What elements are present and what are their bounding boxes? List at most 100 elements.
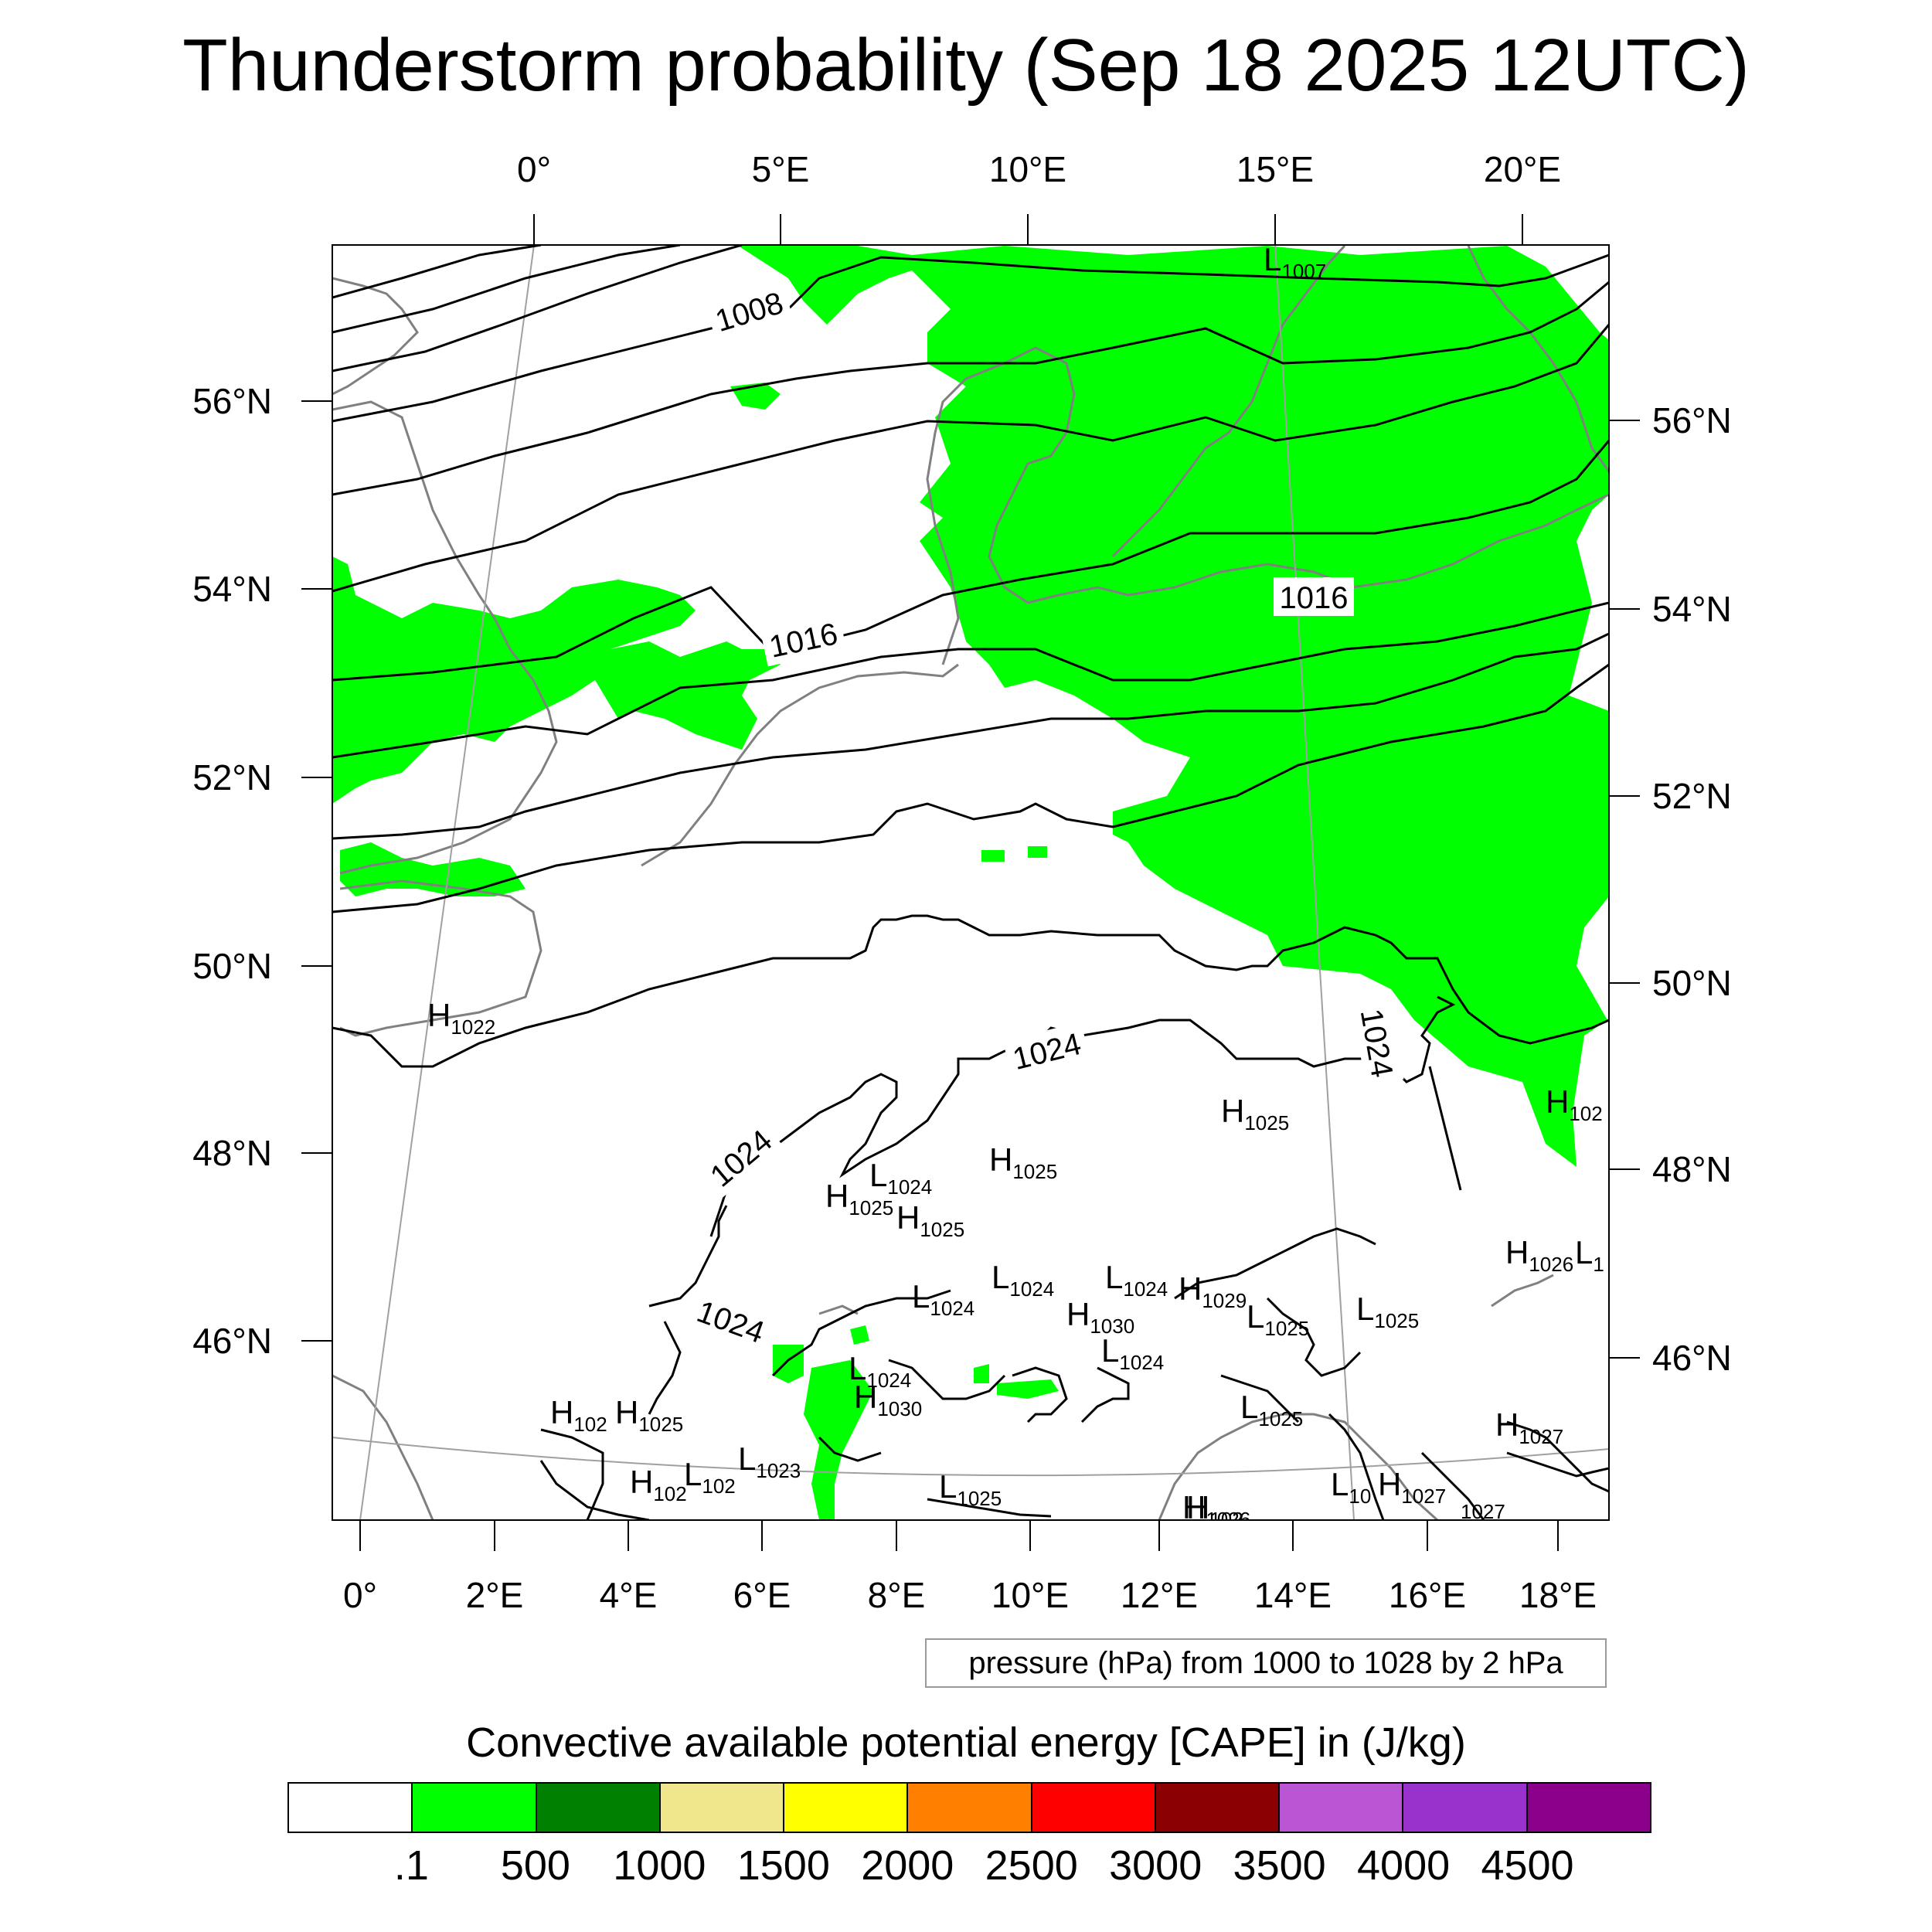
lat-label-left: 54°N	[192, 569, 272, 609]
lat-label-right: 54°N	[1652, 589, 1732, 629]
lon-label-bottom: 4°E	[600, 1575, 658, 1615]
pressure-center: H1025	[615, 1394, 683, 1436]
cape-region-alps-1	[773, 1345, 804, 1383]
cape-region-west	[332, 556, 781, 804]
coastline-layer	[332, 245, 1609, 1520]
lat-label-left: 48°N	[192, 1133, 272, 1173]
isobar-29	[818, 1436, 882, 1462]
isobar-8	[332, 601, 1609, 759]
lon-label-bottom: 6°E	[733, 1575, 791, 1615]
isobar-25	[1506, 1451, 1609, 1478]
graticule-layer	[332, 245, 1609, 1520]
colorbar-label: 1000	[613, 1842, 706, 1889]
pressure-center: L102	[684, 1456, 736, 1498]
pressure-center: H102	[1186, 1489, 1243, 1531]
isobar-11	[332, 914, 1609, 1068]
colorbar-labels: .1 500 1000 1500 2000 2500 3000 3500 4000 4500	[287, 1842, 1651, 1896]
lon-label-bottom: 18°E	[1519, 1575, 1597, 1615]
pressure-center: L1024	[1101, 1332, 1164, 1374]
isobar-7	[332, 440, 1609, 682]
colorbar-label: 3500	[1233, 1842, 1326, 1889]
pressure-center: L1023	[738, 1440, 801, 1482]
pressure-center: L1025	[1240, 1389, 1303, 1430]
isobar-4	[332, 253, 1609, 423]
top-longitude-labels: 0° 5°E 10°E 15°E 20°E	[517, 149, 1561, 189]
coastline-sweden	[1111, 245, 1346, 558]
cape-region-alps-5	[850, 1325, 869, 1345]
pressure-center-layer: L1007 H1022 H1025 H102 L1024 H1025 H1025…	[427, 245, 1604, 1531]
colorbar-label: 2000	[861, 1842, 954, 1889]
pressure-center: H1026	[1505, 1234, 1573, 1276]
pressure-center: L1	[1575, 1234, 1604, 1276]
pressure-center: L1024	[992, 1259, 1054, 1301]
lon-label-top: 20°E	[1484, 149, 1561, 189]
pressure-center: L1024	[912, 1278, 975, 1320]
isobar-label: 1016	[767, 617, 841, 665]
isobar-10	[332, 663, 1609, 913]
isobar-30	[1220, 1374, 1300, 1423]
isobar-label: 1016	[1280, 581, 1349, 615]
colorbar-swatch	[784, 1784, 909, 1832]
contour-info-box: pressure (hPa) from 1000 to 1028 by 2 hP…	[925, 1638, 1607, 1688]
isobar-13	[648, 1205, 728, 1308]
pressure-center: H102	[630, 1464, 687, 1505]
lat-label-right: 50°N	[1652, 963, 1732, 1003]
coastline-scotland	[332, 277, 419, 396]
isobar-layer	[332, 245, 1609, 1520]
cape-region-center-patch	[981, 850, 1005, 862]
colorbar-label: 4000	[1357, 1842, 1451, 1889]
colorbar-swatch	[536, 1784, 661, 1832]
colorbar-label: 2500	[985, 1842, 1078, 1889]
cape-region-sw-patch	[340, 842, 526, 896]
colorbar-label: 1500	[736, 1842, 830, 1889]
pressure-center: H1025	[1221, 1093, 1289, 1134]
colorbar-swatch	[660, 1784, 785, 1832]
lon-label-top: 15°E	[1236, 149, 1314, 189]
isobar-27	[927, 1498, 1052, 1518]
pressure-center: L1025	[1247, 1298, 1309, 1340]
lat-label-right: 46°N	[1652, 1338, 1732, 1378]
cape-region-northeast	[738, 246, 1609, 1167]
bottom-longitude-labels: 0° 2°E 4°E 6°E 8°E 10°E 12°E 14°E 16°E 1…	[343, 1575, 1597, 1615]
pressure-center: 1027	[1461, 1500, 1505, 1523]
lon-label-bottom: 8°E	[868, 1575, 926, 1615]
isobar-19	[1080, 1366, 1130, 1423]
colorbar-swatch	[289, 1784, 413, 1832]
tick-layer	[301, 214, 1640, 1551]
coastline-netherlands	[641, 663, 959, 867]
lon-label-top: 5°E	[752, 149, 810, 189]
isobar-16	[771, 1289, 951, 1377]
lat-label-left: 52°N	[192, 757, 272, 798]
lat-label-left: 56°N	[192, 381, 272, 421]
isobar-2	[332, 245, 681, 334]
colorbar-label: .1	[393, 1842, 429, 1889]
map-title: Thunderstorm probability (Sep 18 2025 12…	[182, 24, 1750, 107]
pressure-center: L1024	[869, 1157, 932, 1199]
isobar-22	[1328, 1413, 1385, 1520]
colorbar-swatch	[1155, 1784, 1281, 1832]
lon-label-top: 10°E	[989, 149, 1066, 189]
coastline-france-west	[332, 1374, 434, 1520]
isobar-23	[1420, 1451, 1485, 1520]
isobar-26	[1428, 1066, 1462, 1191]
pressure-center: L10	[1331, 1466, 1371, 1508]
lat-label-left: 50°N	[192, 946, 272, 986]
colorbar-label: 4500	[1481, 1842, 1574, 1889]
coastline-adriatic	[1158, 1413, 1439, 1520]
colorbar-swatch	[413, 1784, 537, 1832]
legend-title: Convective available potential energy [C…	[466, 1719, 1466, 1766]
isobar-17	[888, 1359, 1006, 1400]
lon-label-top: 0°	[517, 149, 551, 189]
cape-region-center-patch-2	[1028, 846, 1047, 858]
cape-region-alps-4	[974, 1364, 989, 1383]
isobar-5	[332, 281, 1609, 496]
pressure-center: H102	[1546, 1083, 1603, 1125]
right-latitude-labels: 56°N 54°N 52°N 50°N 48°N 46°N	[1652, 400, 1732, 1378]
colorbar-label: 3000	[1109, 1842, 1202, 1889]
coastline-denmark	[926, 346, 1129, 665]
pressure-center: H1022	[427, 997, 495, 1039]
isobar-6	[332, 324, 1609, 593]
isobar-15	[540, 1428, 604, 1520]
pressure-center: H102	[550, 1394, 607, 1436]
